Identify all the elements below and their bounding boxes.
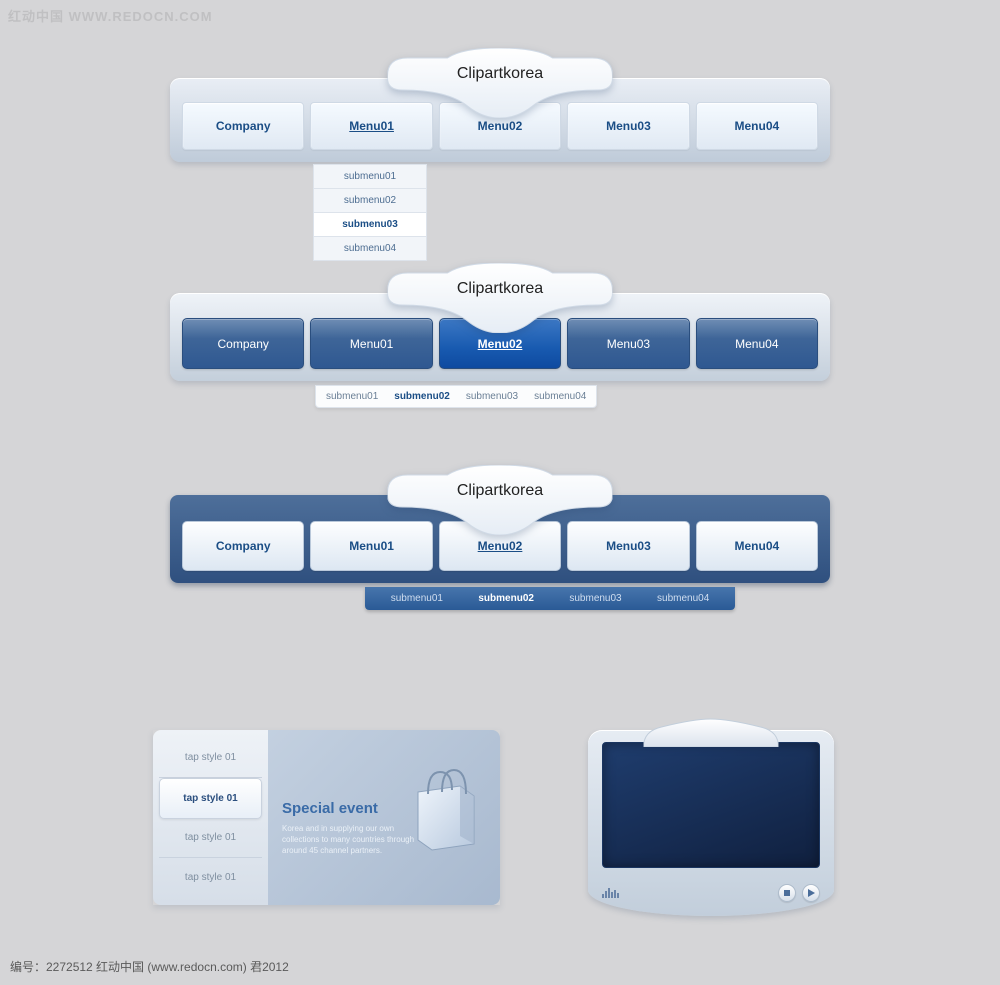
submenu-horizontal-dark: submenu01 submenu02 submenu03 submenu04 (365, 587, 735, 610)
player-body (588, 730, 834, 916)
submenu-item[interactable]: submenu04 (313, 237, 427, 261)
media-player-widget (588, 713, 834, 918)
watermark-top: 红动中国 WWW.REDOCN.COM (8, 6, 213, 25)
stop-button[interactable] (778, 884, 796, 902)
tab-item[interactable]: tap style 01 (159, 819, 262, 859)
submenu-item[interactable]: submenu01 (313, 164, 427, 189)
nav-item-menu04[interactable]: Menu04 (696, 318, 818, 369)
submenu-item[interactable]: submenu03 (466, 391, 518, 402)
logo-bubble: Clipartkorea (388, 465, 613, 535)
navbar-light: Clipartkorea Company Menu01 Menu02 Menu0… (170, 78, 830, 162)
nav-item-menu04[interactable]: Menu04 (696, 102, 818, 150)
nav-item-company[interactable]: Company (182, 521, 304, 571)
nav-item-company[interactable]: Company (182, 318, 304, 369)
player-controls (602, 882, 820, 904)
logo-text: Clipartkorea (388, 280, 613, 298)
submenu-item[interactable]: submenu02 (394, 391, 450, 402)
nav-item-menu04[interactable]: Menu04 (696, 521, 818, 571)
submenu-horizontal: submenu01 submenu02 submenu03 submenu04 (315, 385, 597, 408)
tab-item[interactable]: tap style 01 (159, 858, 262, 897)
logo-bubble: Clipartkorea (388, 48, 613, 118)
navbar-blue: Clipartkorea Company Menu01 Menu02 Menu0… (170, 293, 830, 381)
tab-item[interactable]: tap style 01 (159, 738, 262, 778)
logo-bubble: Clipartkorea (388, 263, 613, 333)
watermark-bottom: 编号：2272512 红动中国 (www.redocn.com) 君2012 (10, 958, 289, 975)
submenu-item[interactable]: submenu03 (569, 593, 621, 604)
logo-text: Clipartkorea (388, 482, 613, 500)
shopping-bag-icon (410, 766, 482, 852)
nav-item-company[interactable]: Company (182, 102, 304, 150)
equalizer-icon (602, 888, 619, 898)
tab-content: Special event Korea and in supplying our… (268, 730, 500, 905)
play-button[interactable] (802, 884, 820, 902)
navbar-dark: Clipartkorea Company Menu01 Menu02 Menu0… (170, 495, 830, 583)
tab-widget: tap style 01 tap style 01 tap style 01 t… (153, 730, 500, 905)
submenu-vertical: submenu01 submenu02 submenu03 submenu04 (313, 164, 427, 261)
tab-item[interactable]: tap style 01 (159, 778, 262, 819)
submenu-item[interactable]: submenu02 (313, 189, 427, 213)
submenu-item[interactable]: submenu02 (478, 593, 534, 604)
tab-list: tap style 01 tap style 01 tap style 01 t… (153, 730, 268, 905)
player-screen[interactable] (602, 742, 820, 868)
submenu-item[interactable]: submenu01 (391, 593, 443, 604)
tab-content-desc: Korea and in supplying our own collectio… (282, 823, 422, 857)
submenu-item[interactable]: submenu03 (313, 213, 427, 237)
logo-text: Clipartkorea (388, 65, 613, 83)
submenu-item[interactable]: submenu04 (534, 391, 586, 402)
submenu-item[interactable]: submenu04 (657, 593, 709, 604)
submenu-item[interactable]: submenu01 (326, 391, 378, 402)
player-top-tab (644, 713, 779, 747)
